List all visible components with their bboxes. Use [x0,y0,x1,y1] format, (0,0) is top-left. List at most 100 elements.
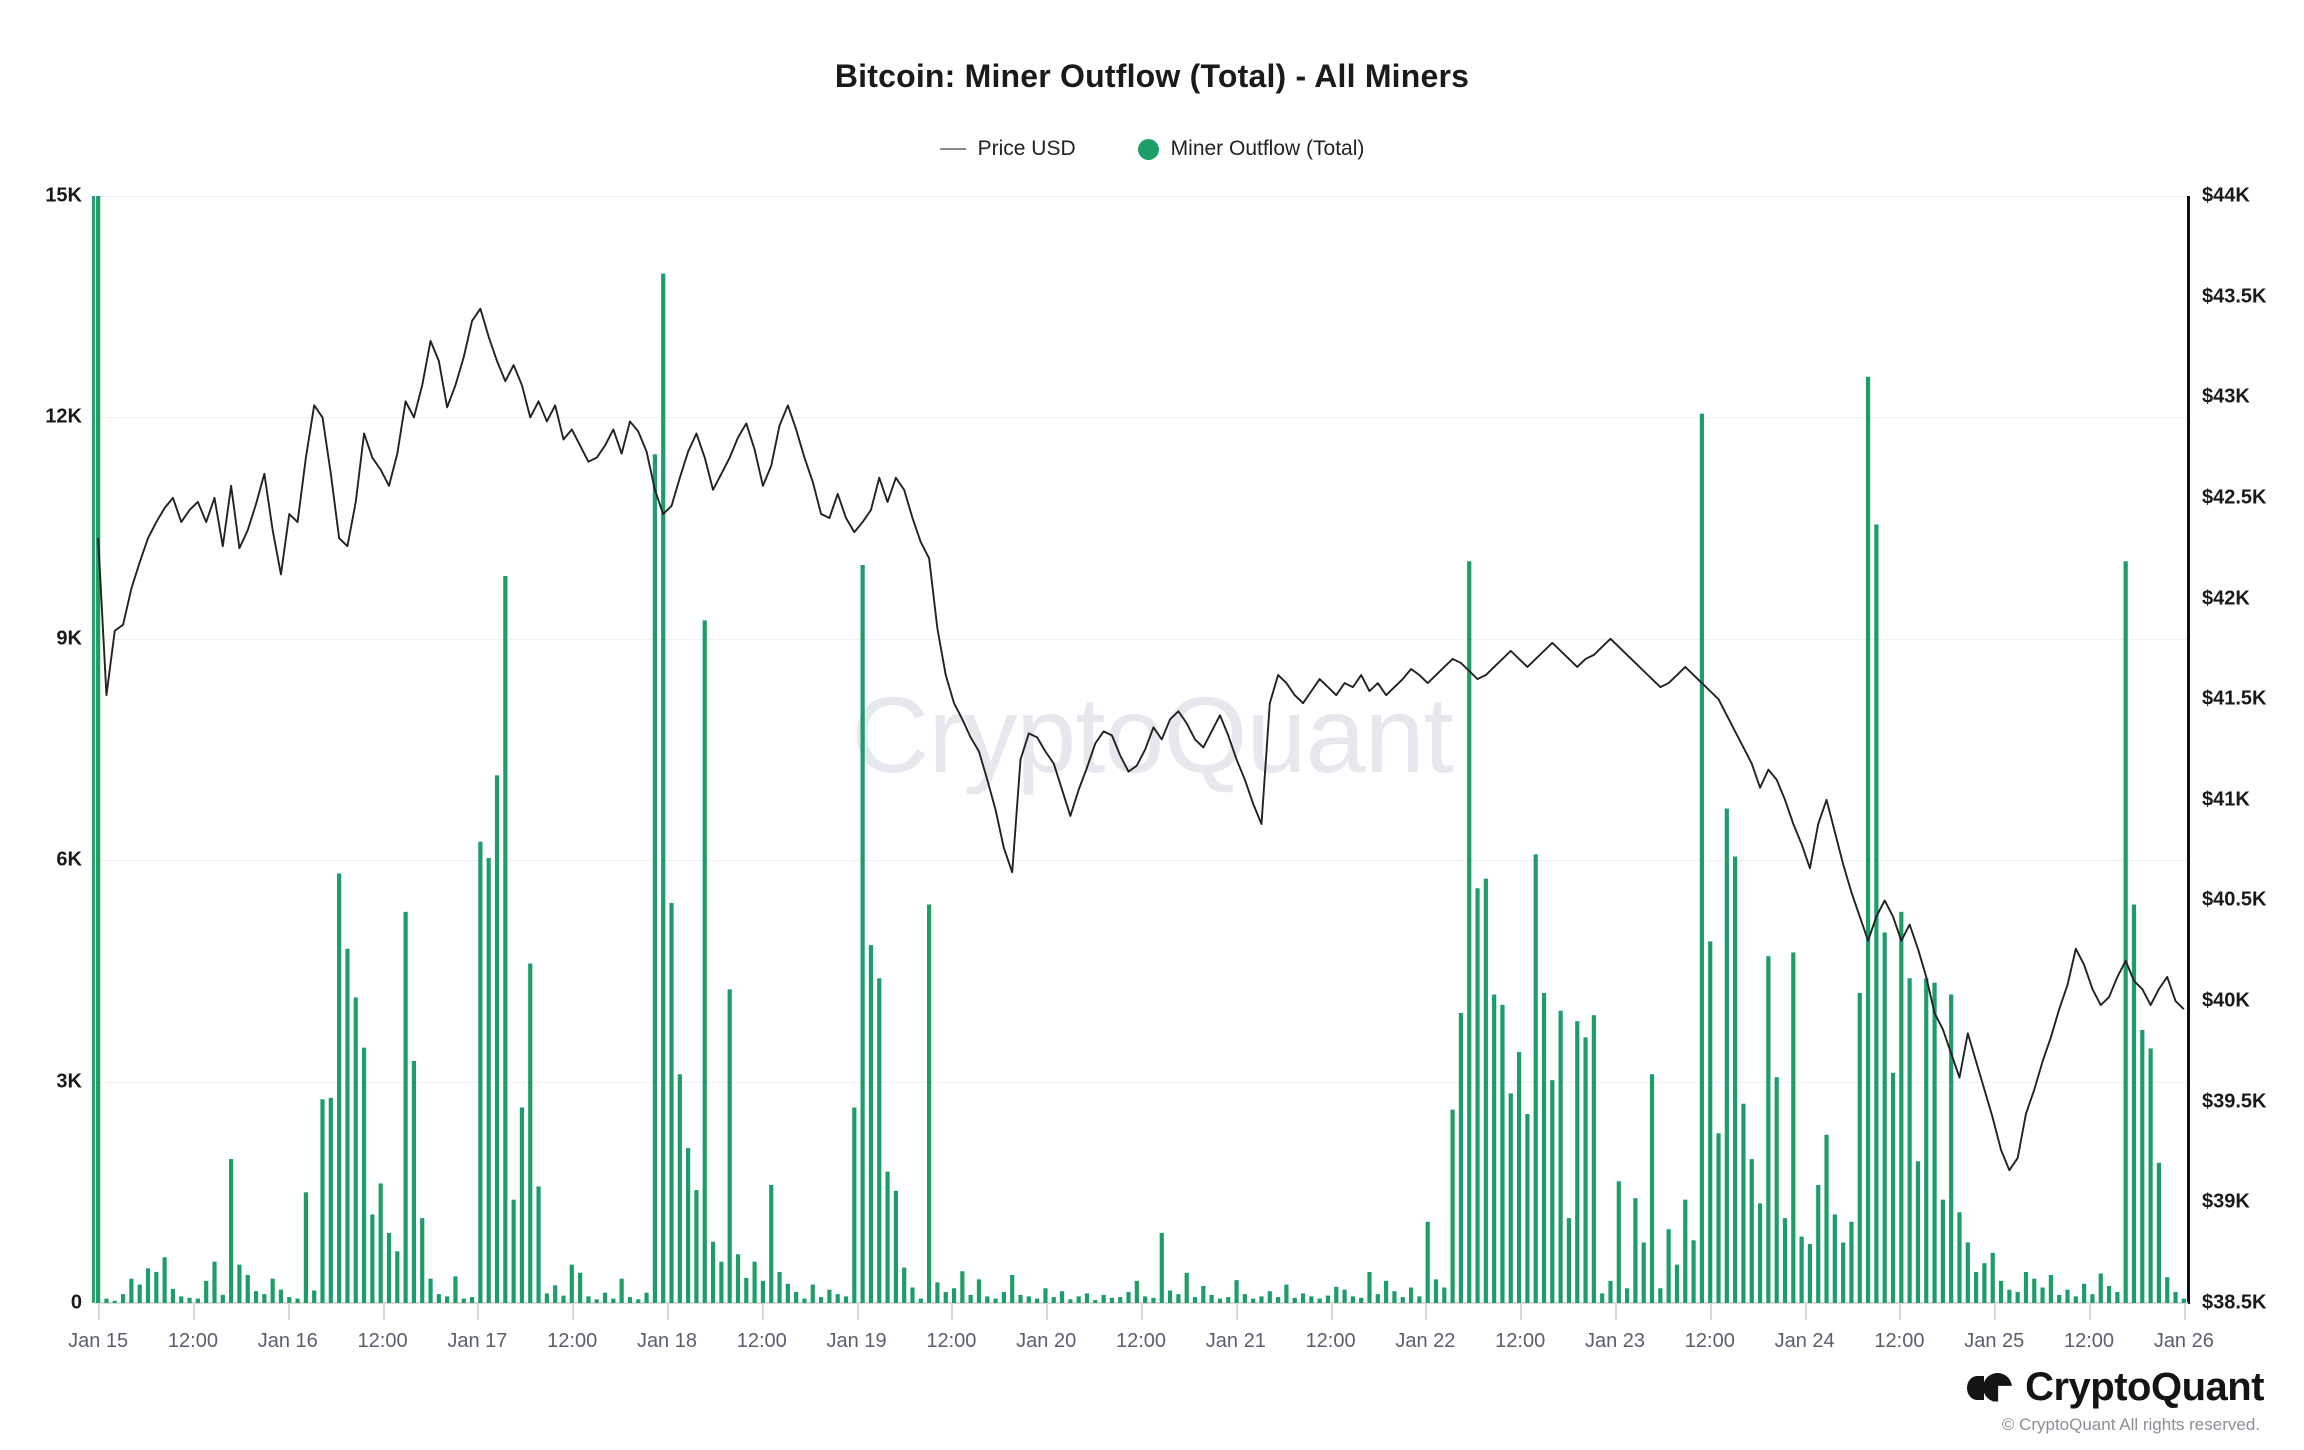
bar [1550,1080,1555,1303]
bar [1192,1297,1198,1303]
x-axis-tick [1330,1304,1333,1320]
bar [1782,1218,1788,1303]
y2-axis-tick-label: $41K [2202,788,2250,811]
bar [1143,1296,1148,1303]
x-axis-tick-label: Jan 26 [2153,1330,2214,1352]
x-axis-tick [1615,1304,1618,1320]
bar [810,1284,815,1303]
bar [686,1148,691,1303]
bar [1533,854,1538,1303]
bar [1541,993,1547,1303]
bar [378,1183,383,1303]
bar [1068,1299,1073,1303]
bar [1741,1103,1746,1303]
bar [1433,1279,1439,1303]
bar [644,1292,649,1303]
bar [1126,1291,1131,1303]
bar [1251,1298,1256,1303]
bar [868,945,874,1303]
y2-axis-tick-label: $39K [2202,1190,2250,1213]
x-axis-tick-label: Jan 18 [636,1330,697,1352]
bar [1998,1280,2004,1303]
bar [2148,1048,2153,1303]
bar [1384,1280,1389,1303]
bar [752,1261,757,1303]
bar [220,1294,225,1303]
x-axis-tick-label: Jan 20 [1016,1330,1077,1352]
legend-item-price[interactable]: Price USD [939,137,1076,161]
bar [2032,1278,2037,1303]
y2-axis-tick-label: $39.5K [2202,1090,2267,1113]
bar [2057,1294,2062,1303]
bar [1757,1203,1763,1303]
bar [262,1294,267,1303]
x-axis-tick-label: Jan 16 [257,1330,318,1352]
bar [1342,1289,1347,1303]
bar [403,911,408,1303]
bar [2023,1272,2029,1303]
bar [1276,1297,1281,1303]
gridline [94,860,2188,862]
y-axis-tick-label: 15K [45,184,82,207]
bar [902,1267,907,1303]
bar [2048,1274,2053,1303]
bar [1841,1242,1846,1303]
bar [1475,888,1480,1303]
x-axis-tick-label: 12:00 [926,1330,977,1352]
bar [328,1097,333,1303]
cryptoquant-logo-icon [1967,1371,2013,1405]
x-axis-tick [951,1304,954,1320]
bar [528,963,533,1303]
x-axis-tick [192,1304,195,1320]
x-axis-tick-label: 12:00 [547,1330,598,1352]
y2-axis-tick-label: $43.5K [2202,285,2267,308]
bar [652,454,657,1303]
bar [1641,1242,1646,1303]
bar [1849,1221,1854,1303]
bar [337,873,342,1303]
y2-axis-tick-label: $42.5K [2202,486,2267,509]
bar [1824,1134,1829,1303]
bar [445,1296,450,1303]
chart-legend: Price USD Miner Outflow (Total) [0,137,2304,161]
chart-series [96,196,2186,1303]
x-axis-tick [1046,1304,1049,1320]
bar [835,1294,840,1303]
bar [1209,1294,1214,1303]
bar [1749,1159,1754,1303]
bar [1649,1074,1655,1303]
x-axis-tick [761,1304,764,1320]
bar [2040,1287,2045,1303]
bar [1467,561,1472,1303]
bar [1890,1072,1896,1303]
bar [785,1283,790,1303]
bar [270,1278,275,1303]
bar [1400,1297,1405,1303]
bar [503,576,508,1303]
legend-item-miner-outflow[interactable]: Miner Outflow (Total) [1137,137,1364,161]
bar [1625,1288,1630,1303]
bar [154,1272,159,1303]
bar [794,1291,799,1303]
x-axis-tick-label: Jan 21 [1205,1330,1266,1352]
x-axis-tick [1709,1304,1712,1320]
bar [1816,1184,1821,1303]
bar [1774,1077,1779,1303]
bar [1367,1272,1372,1303]
bar [204,1280,209,1303]
bar [2123,561,2128,1303]
bar [162,1257,167,1303]
bar [1558,1010,1563,1303]
bar [1874,524,1879,1303]
bar [1990,1252,1995,1303]
bar [1932,982,1937,1303]
bar [1109,1297,1115,1303]
bar [1076,1296,1081,1303]
bar [1658,1288,1663,1303]
bar [1716,1133,1721,1303]
bar [1442,1287,1447,1303]
bar [1699,413,1704,1303]
bar [968,1294,973,1303]
bar [544,1293,549,1303]
bar [1691,1240,1696,1303]
